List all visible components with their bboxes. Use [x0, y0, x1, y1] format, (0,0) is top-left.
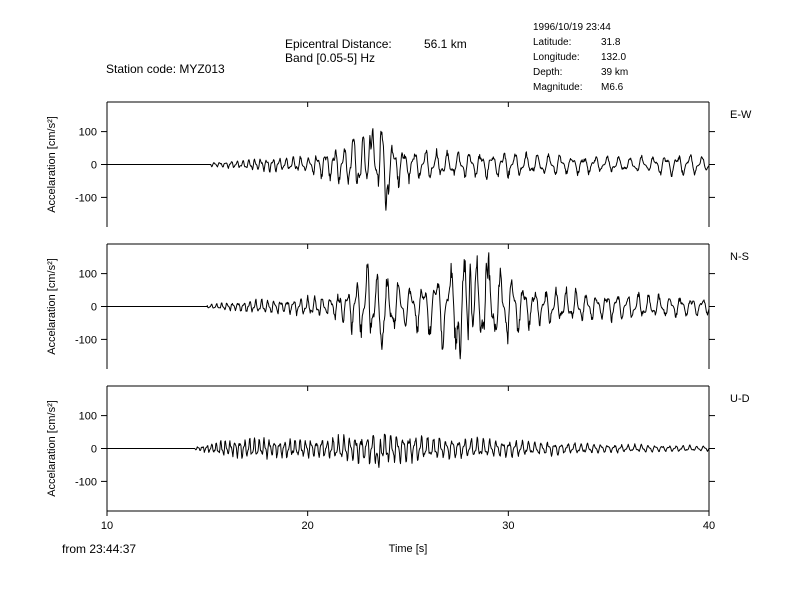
start-time-label: from 23:44:37	[62, 542, 137, 556]
panel-ud-ylabel: Accelaration [cm/s²]	[46, 400, 58, 497]
waveform-ew	[107, 128, 710, 211]
xtick-label: 30	[502, 520, 514, 532]
longitude-value: 132.0	[601, 52, 627, 63]
panel-ud-ytick-label: 0	[91, 444, 97, 456]
station-code: Station code: MYZ013	[106, 62, 225, 76]
magnitude-key: Magnitude:	[533, 82, 583, 93]
depth-value: 39 km	[601, 67, 629, 78]
epicentral-distance-value: 56.1 km	[424, 37, 467, 51]
latitude-value: 31.8	[601, 37, 621, 48]
panel-ns-ylabel: Accelaration [cm/s²]	[46, 258, 58, 355]
event-magnitude: Magnitude: M6.6	[533, 80, 628, 95]
band-label: Band [0.05-5] Hz	[285, 51, 376, 65]
panel-ns-ytick-label: 0	[91, 302, 97, 314]
xtick-label: 40	[703, 520, 715, 532]
panel-ud-ytick-label: 100	[79, 411, 97, 423]
magnitude-value: M6.6	[601, 82, 624, 93]
waveform-ud	[107, 433, 710, 468]
panel-ud-component-label: U-D	[730, 393, 750, 405]
xtick-label: 20	[302, 520, 314, 532]
event-datetime: 1996/10/19 23:44	[533, 22, 611, 33]
panel-ew-ytick-label: 0	[91, 160, 97, 172]
panel-ew-ylabel: Accelaration [cm/s²]	[46, 116, 58, 213]
panel-ud-ytick-label: -100	[75, 476, 97, 488]
panel-ns-component-label: N-S	[730, 251, 749, 263]
panel-ns-ytick-label: 100	[79, 269, 97, 281]
xtick-label: 10	[101, 520, 113, 532]
waveform-ns	[107, 252, 710, 360]
event-depth: Depth: 39 km	[533, 65, 628, 80]
event-longitude: Longitude: 132.0	[533, 50, 628, 65]
latitude-key: Latitude:	[533, 37, 572, 48]
depth-key: Depth:	[533, 67, 563, 78]
panel-ew-component-label: E-W	[730, 109, 752, 121]
event-info: 1996/10/19 23:44 Latitude: 31.8 Longitude…	[533, 20, 628, 95]
panel-ew-ytick-label: 100	[79, 127, 97, 139]
event-latitude: Latitude: 31.8	[533, 35, 628, 50]
epicentral-distance-label: Epicentral Distance:	[285, 37, 392, 51]
panel-ns-ytick-label: -100	[75, 334, 97, 346]
longitude-key: Longitude:	[533, 52, 580, 63]
x-axis-label: Time [s]	[389, 543, 428, 555]
panel-ew-ytick-label: -100	[75, 192, 97, 204]
